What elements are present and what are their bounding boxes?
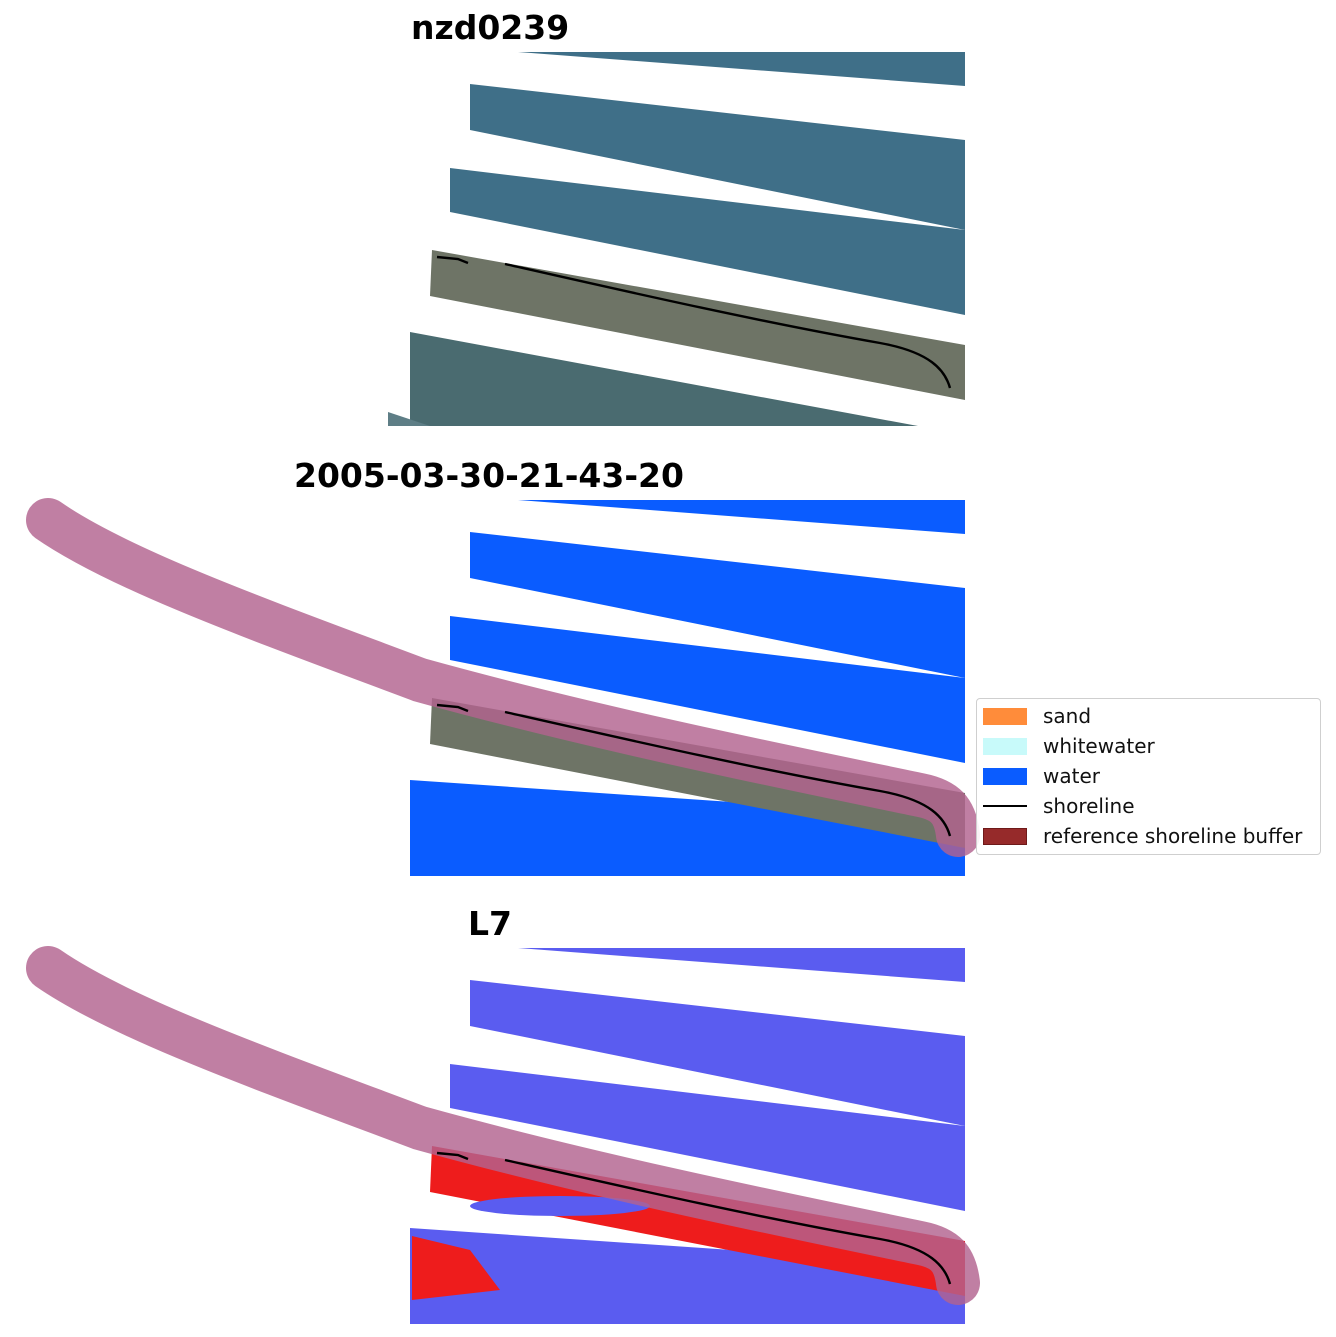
sand-swatch	[983, 707, 1027, 725]
legend-label: shoreline	[1043, 794, 1135, 818]
legend-item-whitewater: whitewater	[983, 731, 1155, 761]
water-swatch	[983, 767, 1027, 785]
buffer-swatch	[983, 827, 1027, 845]
land-strip	[430, 250, 965, 400]
legend-label: sand	[1043, 704, 1092, 728]
shoreline-line-swatch	[983, 805, 1027, 807]
panel-title-mndwi: L7	[468, 904, 512, 943]
reference-shoreline-buffer	[26, 498, 980, 857]
shoreline	[436, 255, 952, 389]
classified-image-panel	[26, 498, 980, 876]
legend-item-buffer: reference shoreline buffer	[983, 821, 1302, 851]
mndwi-image-panel	[26, 946, 980, 1324]
reference-shoreline-buffer	[26, 946, 980, 1305]
shoreline	[436, 1151, 952, 1285]
legend: sand whitewater water shoreline referenc…	[976, 698, 1321, 855]
mndwi-water-stripes	[410, 948, 965, 1324]
legend-label: whitewater	[1043, 734, 1155, 758]
panel-title-classified: 2005-03-30-21-43-20	[294, 456, 684, 495]
legend-item-sand: sand	[983, 701, 1091, 731]
rgb-image-panel	[388, 52, 965, 426]
legend-item-water: water	[983, 761, 1100, 791]
whitewater-swatch	[983, 737, 1027, 755]
lagoon-strip	[410, 332, 918, 426]
legend-label: reference shoreline buffer	[1043, 824, 1303, 848]
legend-item-shoreline: shoreline	[983, 791, 1135, 821]
panel-title-rgb: nzd0239	[411, 8, 570, 47]
lower-stripe	[388, 412, 430, 426]
water-class-stripes	[410, 500, 965, 876]
shoreline	[436, 703, 952, 837]
legend-label: water	[1043, 764, 1100, 788]
ocean-stripes	[450, 52, 965, 315]
mndwi-red-patch	[412, 1236, 500, 1300]
mndwi-lagoon-patch	[470, 1196, 650, 1216]
